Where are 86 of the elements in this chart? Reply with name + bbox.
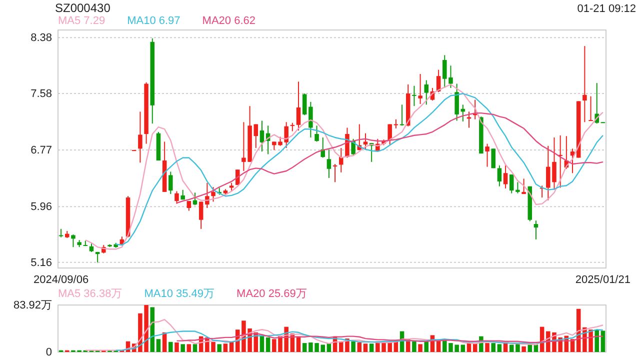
line-series xyxy=(176,332,604,344)
candlestick xyxy=(205,182,210,208)
bar xyxy=(491,343,496,352)
candlestick xyxy=(412,85,416,107)
line-series xyxy=(176,112,604,204)
bar xyxy=(192,344,198,352)
y-tick-label: 5.96 xyxy=(30,201,52,214)
y-tick-label: 8.38 xyxy=(30,32,52,44)
bar xyxy=(363,344,368,352)
bar xyxy=(418,344,422,352)
candlestick xyxy=(254,124,258,148)
y-tick-label: 5.16 xyxy=(30,256,52,269)
bar xyxy=(472,344,478,352)
candlestick xyxy=(522,178,526,195)
x-tick-label: 2024/09/06 xyxy=(34,274,89,286)
line-series xyxy=(115,329,604,351)
bar xyxy=(326,344,332,352)
candlestick xyxy=(588,96,593,122)
bar xyxy=(424,341,429,352)
bar xyxy=(485,343,490,352)
candlestick xyxy=(485,143,490,168)
candlestick xyxy=(332,164,338,183)
bar xyxy=(266,337,270,352)
candlestick xyxy=(302,93,307,116)
candlestick xyxy=(454,83,459,122)
line-series xyxy=(84,318,604,351)
candlestick xyxy=(503,164,508,189)
bar xyxy=(497,344,502,352)
bar xyxy=(168,342,173,352)
bar xyxy=(522,346,526,352)
bar xyxy=(260,336,264,352)
y-tick-label: 6.77 xyxy=(30,144,52,157)
y-tick-label: 83.92万 xyxy=(13,300,52,312)
bar xyxy=(174,342,179,352)
candlestick xyxy=(394,118,398,129)
candlestick xyxy=(174,190,179,204)
text: MA5 7.29 xyxy=(58,15,106,27)
candlestick xyxy=(296,81,301,132)
candlestick xyxy=(582,46,587,123)
candlestick xyxy=(314,125,319,142)
candlestick xyxy=(138,111,142,164)
text: MA20 6.62 xyxy=(202,15,256,27)
candlestick xyxy=(363,132,368,151)
text: MA10 35.49万 xyxy=(144,288,215,300)
text: MA20 25.69万 xyxy=(236,288,307,300)
candlestick xyxy=(418,73,422,104)
bar xyxy=(412,341,416,352)
candlestick xyxy=(168,171,173,195)
text: MA5 36.38万 xyxy=(58,288,122,300)
y-tick-label: 0 xyxy=(46,346,52,359)
candlestick xyxy=(497,164,502,187)
bar xyxy=(150,307,155,352)
candlestick xyxy=(351,138,356,156)
candlestick xyxy=(326,148,332,178)
candlestick xyxy=(211,186,216,202)
x-tick-label: 2025/01/21 xyxy=(575,274,630,286)
bar xyxy=(302,343,307,352)
chart-title: SZ000430 xyxy=(55,1,111,15)
bar xyxy=(351,341,356,352)
candlestick xyxy=(424,80,429,106)
candlestick xyxy=(308,101,313,138)
candlestick xyxy=(388,124,392,145)
bar xyxy=(594,330,599,352)
bar xyxy=(369,344,374,352)
bar xyxy=(534,344,538,352)
candlestick xyxy=(260,120,264,152)
bar xyxy=(460,344,466,352)
y-tick-label: 7.58 xyxy=(30,88,52,100)
candlestick xyxy=(400,104,404,126)
candlestick xyxy=(491,148,496,169)
text: MA10 6.97 xyxy=(127,15,180,27)
bar xyxy=(223,344,228,352)
candlestick xyxy=(192,192,198,206)
bar xyxy=(217,344,222,352)
bar xyxy=(186,344,192,352)
bar xyxy=(528,344,532,352)
bar xyxy=(180,344,185,352)
candlestick xyxy=(534,220,538,240)
bar xyxy=(600,330,606,352)
candlestick xyxy=(466,111,472,128)
candlestick xyxy=(71,234,76,248)
bar xyxy=(357,342,362,352)
bar xyxy=(156,339,161,352)
candlestick xyxy=(198,201,204,230)
text: 01-21 09:12 xyxy=(577,3,636,15)
candlestick xyxy=(339,147,344,173)
